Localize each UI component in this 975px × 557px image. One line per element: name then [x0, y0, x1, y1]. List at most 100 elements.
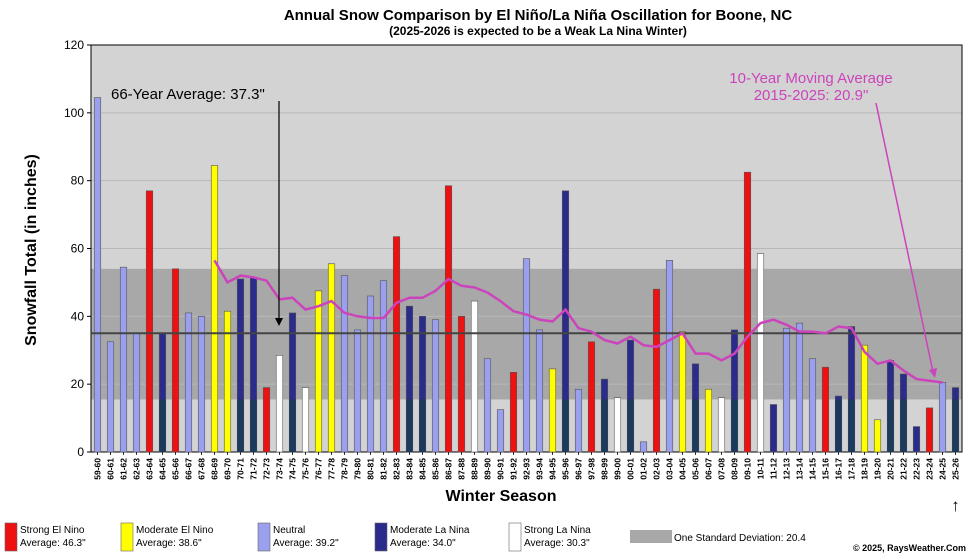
- bar-03-04: [665, 260, 674, 453]
- x-tick-label-77-78: 77-78: [327, 458, 337, 480]
- bar-78-79: [340, 275, 349, 453]
- bar-22-23: [912, 426, 921, 453]
- x-tick-label-11-12: 11-12: [769, 458, 779, 480]
- legend-label-moderate_la_nina: Moderate La Nina: [390, 525, 470, 536]
- x-tick-label-86-87: 86-87: [444, 458, 454, 480]
- bar-09-10: [743, 171, 752, 453]
- x-tick-label-91-92: 91-92: [509, 458, 519, 480]
- bar-96-97: [574, 388, 583, 453]
- bar-94-95: [548, 368, 557, 453]
- bar-lower-08-09: [731, 399, 738, 452]
- x-tick-label-83-84: 83-84: [405, 458, 415, 480]
- bar-lower-84-85: [419, 399, 426, 452]
- bar-lower-83-84: [406, 399, 413, 452]
- x-tick-label-05-06: 05-06: [691, 458, 701, 480]
- x-tick-label-72-73: 72-73: [262, 458, 272, 480]
- legend-swatch-moderate_la_nina: [374, 522, 388, 552]
- bar-07-08: [717, 397, 726, 453]
- average-annotation: 66-Year Average: 37.3": [111, 86, 265, 103]
- x-tick-label-61-62: 61-62: [119, 458, 129, 480]
- bar-06-07: [704, 388, 713, 453]
- legend-average-moderate_la_nina: Average: 34.0": [390, 538, 456, 549]
- bar-87-88: [457, 316, 466, 453]
- bar-91-92: [509, 371, 518, 453]
- bar-lower-00-01: [627, 399, 634, 452]
- bar-series: [93, 97, 960, 453]
- x-tick-label-18-19: 18-19: [860, 458, 870, 480]
- chart-subtitle: (2025-2026 is expected to be a Weak La N…: [389, 24, 687, 38]
- bar-14-15: [808, 358, 817, 453]
- chart-title: Annual Snow Comparison by El Niño/La Niñ…: [284, 7, 793, 24]
- moving-average-annotation-1: 10-Year Moving Average: [729, 70, 892, 87]
- bar-lower-70-71: [237, 399, 244, 452]
- bar-75-76: [301, 387, 310, 453]
- x-tick-label-69-70: 69-70: [223, 458, 233, 480]
- x-tick-label-13-14: 13-14: [795, 458, 805, 480]
- x-tick-label-64-65: 64-65: [158, 458, 168, 480]
- legend-label-neutral: Neutral: [273, 525, 305, 536]
- moving-average-annotation-2: 2015-2025: 20.9": [754, 87, 869, 104]
- bar-82-83: [392, 236, 401, 453]
- x-tick-label-66-67: 66-67: [184, 458, 194, 480]
- y-tick-label: 80: [71, 174, 85, 188]
- bar-lower-95-96: [562, 399, 569, 452]
- x-tick-label-08-09: 08-09: [730, 458, 740, 480]
- bar-19-20: [873, 419, 882, 453]
- bar-13-14: [795, 322, 804, 453]
- bar-lower-98-99: [601, 399, 608, 452]
- bar-lower-74-75: [289, 399, 296, 452]
- bar-86-87: [444, 185, 453, 453]
- x-tick-label-25-26: 25-26: [951, 458, 961, 480]
- x-tick-label-98-99: 98-99: [600, 458, 610, 480]
- bar-68-69: [210, 165, 219, 453]
- moving-average-arrow: [875, 102, 934, 373]
- x-tick-label-14-15: 14-15: [808, 458, 818, 480]
- legend: Strong El Nino Average: 46.3" Moderate El …: [4, 522, 806, 552]
- x-tick-label-95-96: 95-96: [561, 458, 571, 480]
- y-tick-label: 120: [64, 38, 84, 52]
- bar-lower-17-18: [848, 399, 855, 452]
- x-axis: 59-60 60-61 61-62 62-63 63-64 64-65 65-66 66-67…: [93, 452, 961, 480]
- bar-85-86: [431, 319, 440, 453]
- x-tick-label-01-02: 01-02: [639, 458, 649, 480]
- bar-67-68: [197, 316, 206, 453]
- x-tick-label-04-05: 04-05: [678, 458, 688, 480]
- x-tick-label-19-20: 19-20: [873, 458, 883, 480]
- x-tick-label-82-83: 82-83: [392, 458, 402, 480]
- x-tick-label-59-60: 59-60: [93, 458, 103, 480]
- bar-92-93: [522, 258, 531, 453]
- x-tick-label-62-63: 62-63: [132, 458, 142, 480]
- last-season-arrow-icon: ↑: [951, 496, 960, 515]
- bar-lower-05-06: [692, 399, 699, 452]
- legend-average-neutral: Average: 39.2": [273, 538, 339, 549]
- bar-73-74: [275, 355, 284, 453]
- x-tick-label-96-97: 96-97: [574, 458, 584, 480]
- x-tick-label-60-61: 60-61: [106, 458, 116, 480]
- moving-average-arrowhead-icon: [929, 368, 937, 378]
- bar-15-16: [821, 366, 830, 453]
- x-tick-label-75-76: 75-76: [301, 458, 311, 480]
- bar-90-91: [496, 409, 505, 453]
- x-axis-title: Winter Season: [446, 488, 557, 505]
- x-tick-label-80-81: 80-81: [366, 458, 376, 480]
- legend-swatch-neutral: [257, 522, 271, 552]
- x-tick-label-21-22: 21-22: [899, 458, 909, 480]
- x-tick-label-03-04: 03-04: [665, 458, 675, 480]
- bar-10-11: [756, 253, 765, 453]
- bar-lower-25-26: [952, 399, 959, 452]
- x-tick-label-76-77: 76-77: [314, 458, 324, 480]
- x-tick-label-15-16: 15-16: [821, 458, 831, 480]
- x-tick-label-81-82: 81-82: [379, 458, 389, 480]
- legend-label-strong_la_nina: Strong La Nina: [524, 525, 591, 536]
- y-tick-label: 20: [71, 377, 85, 391]
- x-tick-label-73-74: 73-74: [275, 458, 285, 480]
- bar-02-03: [652, 288, 661, 453]
- legend-swatch-moderate_el_nino: [120, 522, 134, 552]
- legend-average-strong_la_nina: Average: 30.3": [524, 538, 590, 549]
- x-tick-label-88-89: 88-89: [470, 458, 480, 480]
- bar-77-78: [327, 263, 336, 453]
- bar-88-89: [470, 300, 479, 453]
- bar-04-05: [678, 331, 687, 453]
- bar-97-98: [587, 341, 596, 453]
